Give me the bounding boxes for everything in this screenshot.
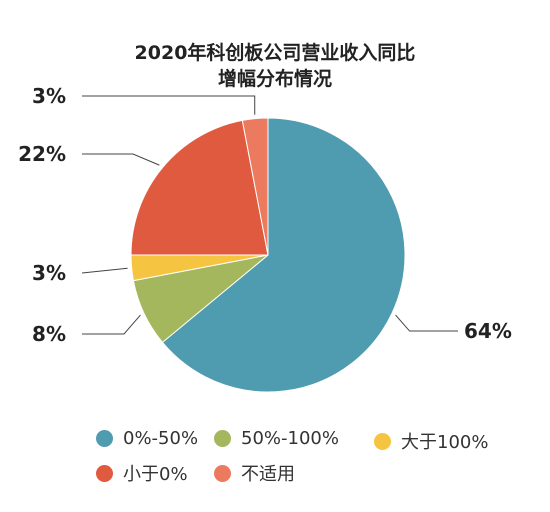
data-label: 3% [32,261,66,285]
leader-line [395,314,458,332]
chart-title-line-1: 2020年科创板公司营业收入同比 [134,42,416,64]
legend-item: 0%-50% [96,428,198,449]
leader-line [82,95,256,115]
pie-slice [241,117,269,256]
legend-item: 50%-100% [214,428,339,449]
leader-line [81,267,128,274]
chart-title-line-2: 增幅分布情况 [217,68,332,90]
data-label: 8% [32,322,66,346]
legend-item: 小于0% [96,460,188,486]
leader-line [82,314,141,335]
legend-item: 大于100% [374,428,488,454]
legend-item: 不适用 [214,460,295,486]
pie-slice [161,117,406,393]
legend-swatch [214,464,231,482]
legend-label: 0%-50% [123,428,199,449]
legend-swatch [96,430,113,447]
legend-label: 不适用 [241,464,295,485]
pie-chart: 64% 8% 3% 22% 3% [18,84,512,393]
legend-label: 小于0% [123,464,188,485]
data-label: 22% [18,142,66,166]
data-label: 64% [464,319,512,343]
pie-slice [130,119,269,256]
leader-line [82,153,160,166]
legend-swatch [214,430,231,447]
legend-swatch [374,432,391,450]
legend-label: 大于100% [401,432,489,453]
legend-label: 50%-100% [241,428,339,449]
legend-swatch [96,464,113,482]
data-label: 3% [32,84,66,108]
